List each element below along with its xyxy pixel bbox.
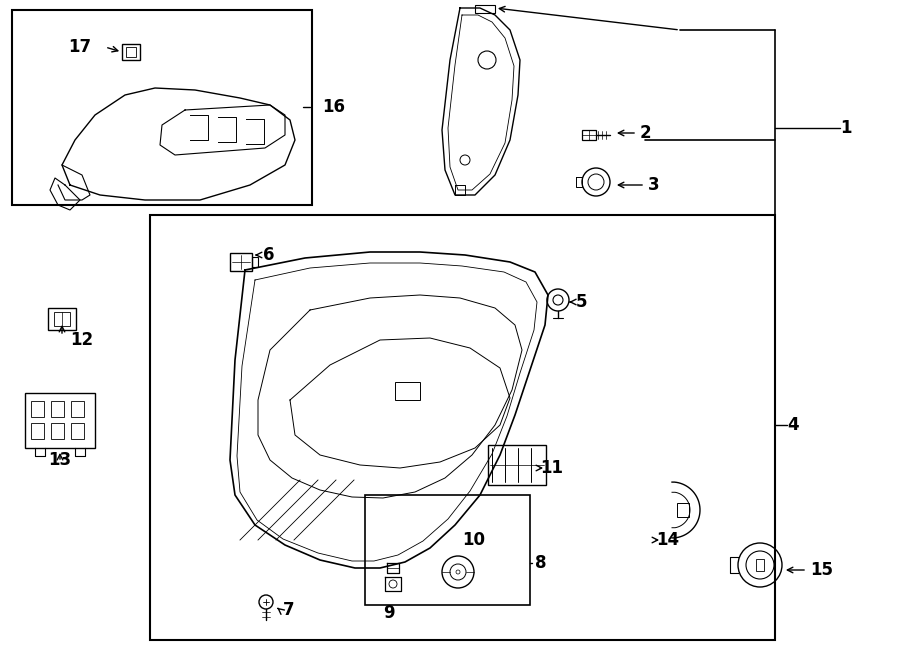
Bar	[582, 130, 596, 140]
Bar	[756, 559, 764, 571]
Text: 6: 6	[263, 246, 274, 264]
Bar	[126, 47, 136, 57]
Bar	[365, 495, 530, 605]
Text: 5: 5	[576, 293, 588, 311]
Bar	[31, 423, 44, 439]
Text: 15: 15	[810, 561, 833, 579]
Bar	[31, 401, 44, 417]
Bar	[475, 5, 495, 13]
Bar	[71, 401, 84, 417]
Text: 4: 4	[787, 416, 798, 434]
Bar	[677, 503, 689, 517]
Bar	[51, 423, 64, 439]
Text: 17: 17	[68, 38, 91, 56]
Bar	[12, 10, 312, 205]
Text: 10: 10	[462, 531, 485, 549]
Text: 7: 7	[283, 601, 294, 619]
Text: 14: 14	[656, 531, 680, 549]
Text: 1: 1	[840, 119, 851, 137]
Bar	[48, 308, 76, 330]
Bar	[25, 393, 95, 448]
Bar	[150, 215, 775, 640]
Bar	[252, 257, 258, 267]
Text: 9: 9	[383, 604, 394, 622]
Bar	[230, 253, 252, 271]
Bar	[71, 423, 84, 439]
Text: 16: 16	[322, 98, 345, 116]
Bar	[54, 312, 70, 326]
Bar	[395, 382, 420, 400]
Text: 12: 12	[70, 331, 94, 349]
Bar	[488, 445, 546, 485]
Text: 2: 2	[640, 124, 652, 142]
Text: 13: 13	[49, 451, 72, 469]
Text: 8: 8	[535, 554, 546, 572]
Text: 3: 3	[648, 176, 660, 194]
Bar	[51, 401, 64, 417]
Bar	[122, 44, 140, 60]
Text: 11: 11	[540, 459, 563, 477]
